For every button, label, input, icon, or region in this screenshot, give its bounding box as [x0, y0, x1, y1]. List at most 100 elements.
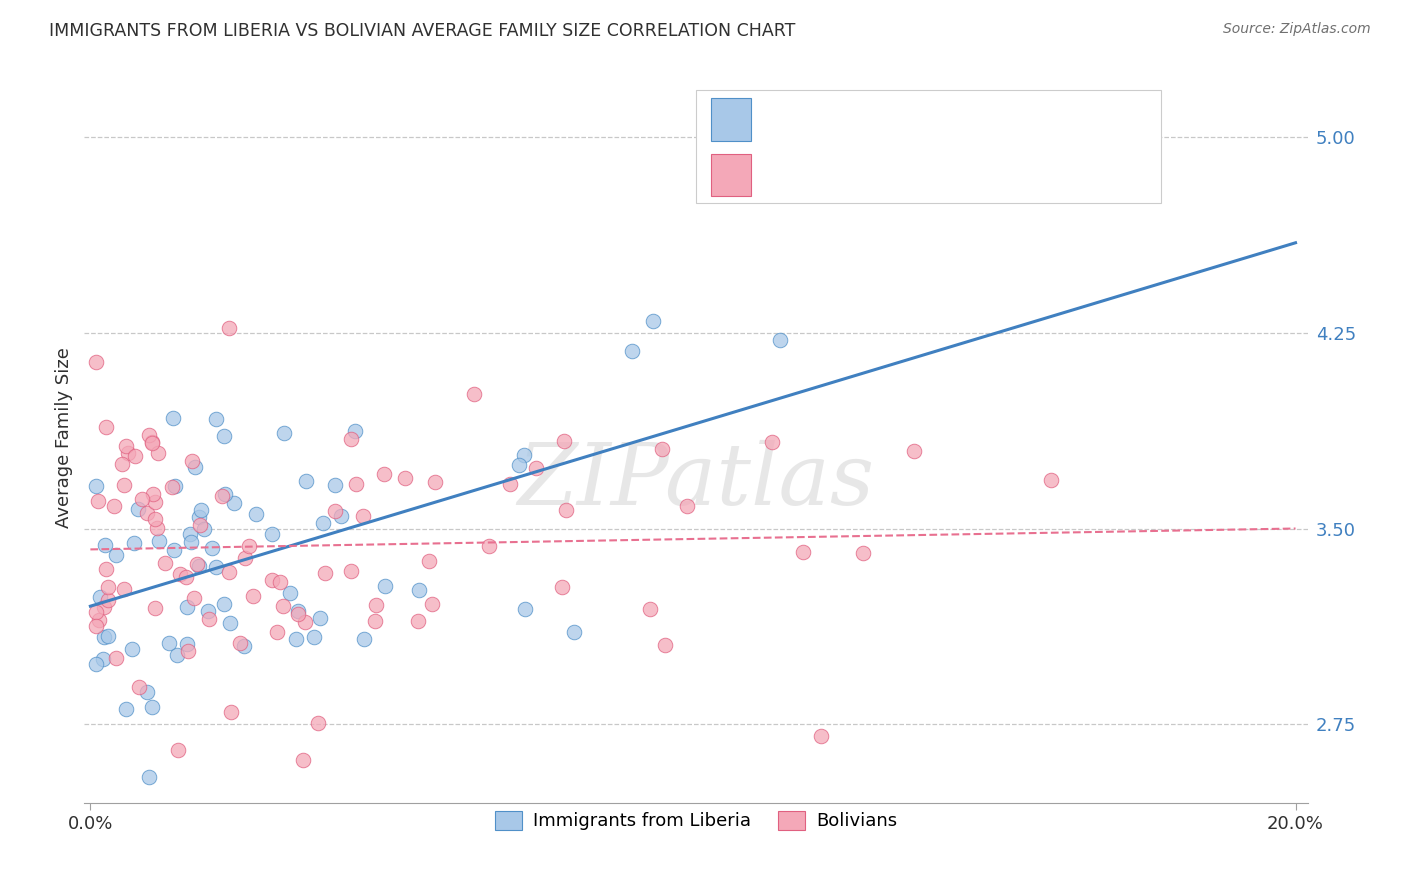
Point	[160, 480, 183, 494]
FancyBboxPatch shape	[696, 90, 1161, 203]
Point	[364, 614, 387, 628]
Point	[352, 508, 374, 523]
Point	[852, 546, 875, 560]
Point	[188, 509, 211, 524]
Point	[284, 632, 307, 646]
Point	[229, 636, 252, 650]
Point	[153, 556, 176, 570]
Point	[193, 523, 215, 537]
Text: N =: N =	[917, 166, 956, 185]
Point	[127, 502, 149, 516]
Point	[94, 562, 117, 576]
Point	[197, 604, 219, 618]
Point	[330, 509, 353, 524]
Text: N =: N =	[917, 111, 956, 128]
Point	[291, 753, 314, 767]
Point	[238, 540, 260, 554]
Point	[262, 527, 284, 541]
Point	[641, 314, 664, 328]
Point	[273, 425, 295, 440]
Text: 88: 88	[981, 166, 1007, 185]
FancyBboxPatch shape	[710, 98, 751, 141]
Point	[141, 435, 163, 450]
Point	[508, 458, 530, 472]
Point	[214, 428, 236, 442]
Point	[214, 487, 236, 501]
Point	[287, 607, 309, 621]
Point	[93, 599, 115, 614]
Point	[406, 614, 429, 628]
Point	[463, 386, 485, 401]
Text: 63: 63	[981, 111, 1005, 128]
Point	[269, 574, 291, 589]
Point	[128, 680, 150, 694]
Point	[122, 535, 145, 549]
Point	[176, 637, 198, 651]
Point	[278, 586, 301, 600]
Point	[233, 550, 256, 565]
Point	[96, 420, 118, 434]
Point	[183, 460, 205, 475]
Point	[212, 597, 235, 611]
Point	[135, 507, 157, 521]
Point	[555, 502, 578, 516]
Point	[218, 565, 240, 579]
Point	[513, 602, 536, 616]
Point	[97, 580, 120, 594]
Point	[163, 479, 186, 493]
Point	[219, 615, 242, 630]
Text: Source: ZipAtlas.com: Source: ZipAtlas.com	[1223, 22, 1371, 37]
Point	[219, 706, 242, 720]
Point	[166, 648, 188, 663]
Point	[394, 471, 416, 485]
Point	[121, 642, 143, 657]
Point	[190, 503, 212, 517]
Point	[201, 541, 224, 555]
Point	[294, 615, 316, 629]
Point	[638, 601, 661, 615]
Point	[266, 624, 288, 639]
Point	[138, 770, 160, 784]
Point	[340, 432, 363, 446]
Point	[498, 477, 520, 491]
Point	[143, 495, 166, 509]
Point	[621, 343, 644, 358]
Point	[287, 603, 309, 617]
Point	[422, 597, 444, 611]
Point	[115, 702, 138, 716]
Text: IMMIGRANTS FROM LIBERIA VS BOLIVIAN AVERAGE FAMILY SIZE CORRELATION CHART: IMMIGRANTS FROM LIBERIA VS BOLIVIAN AVER…	[49, 22, 796, 40]
Point	[792, 544, 814, 558]
Point	[93, 538, 115, 552]
Text: 0.617: 0.617	[831, 111, 887, 128]
Point	[86, 619, 108, 633]
Point	[105, 548, 128, 562]
Point	[179, 526, 201, 541]
Point	[353, 632, 375, 647]
FancyBboxPatch shape	[710, 154, 751, 196]
Point	[176, 599, 198, 614]
Point	[302, 630, 325, 644]
Point	[141, 699, 163, 714]
Point	[131, 492, 153, 507]
Point	[97, 593, 120, 607]
Point	[343, 424, 366, 438]
Point	[294, 474, 316, 488]
Point	[111, 457, 134, 471]
Point	[86, 657, 108, 671]
Point	[551, 580, 574, 594]
Point	[148, 533, 170, 548]
Point	[141, 435, 163, 450]
Point	[180, 535, 202, 549]
Point	[312, 516, 335, 530]
Point	[87, 493, 110, 508]
Point	[157, 636, 180, 650]
Point	[89, 591, 111, 605]
Point	[513, 448, 536, 462]
Point	[174, 569, 197, 583]
Point	[186, 557, 208, 571]
Point	[124, 449, 146, 463]
Point	[169, 567, 191, 582]
Point	[562, 625, 585, 640]
Text: ZIPatlas: ZIPatlas	[517, 440, 875, 523]
Point	[177, 643, 200, 657]
